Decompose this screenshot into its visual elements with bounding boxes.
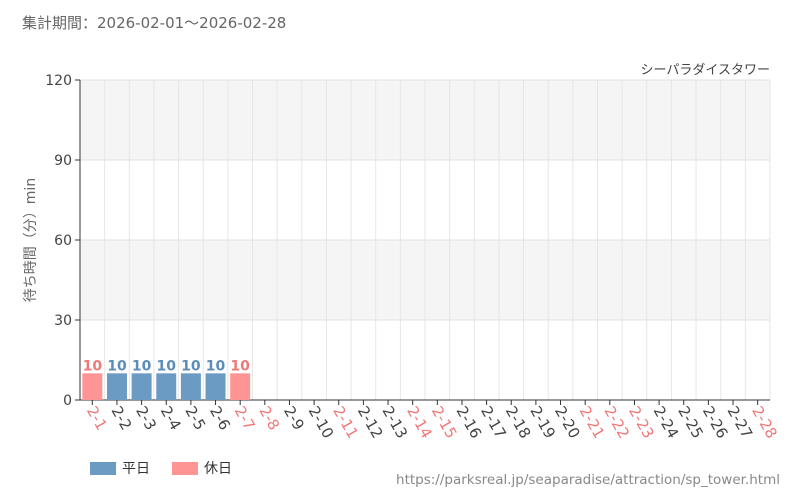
y-tick-label: 90	[54, 153, 72, 169]
source-url[interactable]: https://parksreal.jp/seaparadise/attract…	[396, 472, 780, 488]
bar-2-6	[205, 373, 226, 400]
y-axis-title: 待ち時間（分）min	[23, 178, 39, 302]
x-tick-label-2-27: 2-27	[724, 403, 757, 441]
legend-item-holiday[interactable]: 休日	[172, 458, 232, 478]
bar-value-label-2-4: 10	[157, 358, 177, 374]
x-tick-label-2-16: 2-16	[453, 403, 486, 441]
bar-value-label-2-5: 10	[181, 358, 201, 374]
bar-2-4	[156, 373, 177, 400]
bar-2-3	[131, 373, 152, 400]
x-tick-label-2-13: 2-13	[379, 403, 412, 441]
legend-label-holiday: 休日	[204, 461, 232, 477]
x-tick-label-2-24: 2-24	[650, 403, 683, 441]
x-tick-label-2-22: 2-22	[600, 403, 633, 441]
bar-value-label-2-1: 10	[83, 358, 103, 374]
y-tick-label: 0	[63, 393, 72, 409]
x-tick-label-2-17: 2-17	[477, 403, 510, 441]
legend: 平日 休日	[90, 458, 254, 478]
x-tick-label-2-19: 2-19	[526, 403, 559, 441]
legend-item-weekday[interactable]: 平日	[90, 458, 150, 478]
x-tick-label-2-12: 2-12	[354, 403, 387, 441]
x-tick-label-2-11: 2-11	[329, 403, 362, 441]
x-tick-label-2-15: 2-15	[428, 403, 461, 441]
x-tick-label-2-5: 2-5	[181, 403, 209, 433]
bar-2-5	[180, 373, 201, 400]
bar-value-label-2-2: 10	[107, 358, 127, 374]
period-label: 集計期間：2026-02-01〜2026-02-28	[22, 14, 287, 32]
x-tick-label-2-18: 2-18	[502, 403, 535, 441]
x-tick-label-2-8: 2-8	[255, 403, 283, 433]
x-tick-label-2-1: 2-1	[83, 403, 111, 433]
x-tick-label-2-4: 2-4	[157, 403, 185, 433]
x-tick-label-2-10: 2-10	[305, 403, 338, 441]
x-tick-label-2-25: 2-25	[674, 403, 707, 441]
x-tick-label-2-3: 2-3	[132, 403, 160, 433]
chart-title: シーパラダイスタワー	[641, 63, 770, 78]
x-tick-label-2-9: 2-9	[280, 403, 308, 433]
legend-label-weekday: 平日	[122, 461, 150, 477]
bar-2-2	[106, 373, 127, 400]
x-tick-label-2-2: 2-2	[108, 403, 136, 433]
x-tick-label-2-28: 2-28	[748, 403, 781, 441]
x-tick-label-2-14: 2-14	[403, 403, 436, 441]
y-tick-label: 120	[45, 73, 72, 89]
x-tick-label-2-21: 2-21	[576, 403, 609, 441]
y-tick-label: 60	[54, 233, 72, 249]
x-tick-label-2-26: 2-26	[699, 403, 732, 441]
bar-value-label-2-6: 10	[206, 358, 226, 374]
legend-swatch-holiday	[172, 461, 198, 475]
bar-value-label-2-7: 10	[230, 358, 250, 374]
y-tick-label: 30	[54, 313, 72, 329]
x-tick-label-2-7: 2-7	[231, 403, 259, 433]
bar-2-1	[82, 373, 103, 400]
x-tick-label-2-6: 2-6	[206, 403, 234, 433]
legend-swatch-weekday	[90, 461, 116, 475]
x-tick-label-2-20: 2-20	[551, 403, 584, 441]
bar-value-label-2-3: 10	[132, 358, 152, 374]
x-tick-label-2-23: 2-23	[625, 403, 658, 441]
bar-2-7	[230, 373, 251, 400]
